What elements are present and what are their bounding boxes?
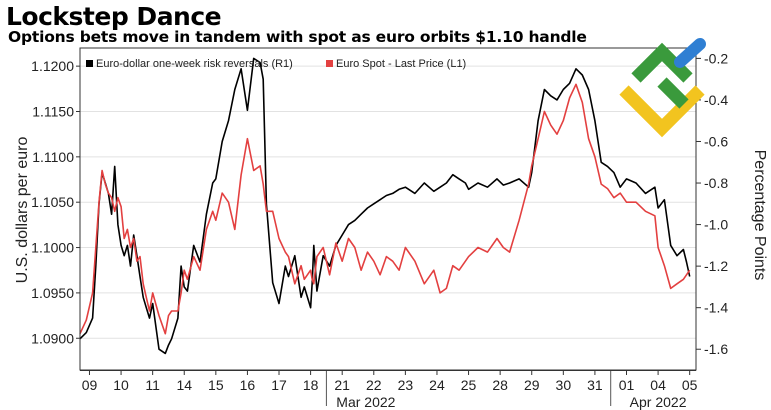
logo-green-bar	[657, 77, 689, 109]
logo-yellow-chevron	[619, 85, 705, 138]
month-label: Mar 2022	[336, 394, 395, 410]
x-tick-label: 28	[492, 377, 508, 393]
legend-label-risk-reversals: Euro-dollar one-week risk reversals (R1)	[96, 58, 293, 70]
chart-title: Lockstep Dance	[6, 2, 222, 31]
x-tick-label: 22	[366, 377, 382, 393]
left-axis-ticks: 1.0900 1.0950 1.1000 1.1050 1.1100 1.1150 1.12…	[31, 58, 80, 346]
legend-label-euro-spot: Euro Spot - Last Price (L1)	[336, 58, 466, 70]
legend: Euro-dollar one-week risk reversals (R1)…	[86, 58, 466, 70]
right-tick-label: -1.0	[704, 217, 728, 233]
y-right-axis-label: Percentage Points	[751, 150, 768, 281]
grid-lines	[80, 65, 696, 339]
legend-swatch-black	[86, 60, 93, 67]
left-tick-label: 1.0950	[31, 285, 74, 301]
logo-blue-stroke	[674, 38, 706, 68]
x-tick-label: 29	[524, 377, 540, 393]
right-axis-ticks: -0.2 -0.4 -0.6 -0.8 -1.0 -1.2 -1.4 -1.6	[696, 50, 728, 357]
left-tick-label: 1.0900	[31, 330, 74, 346]
plot-frame	[79, 47, 697, 371]
left-tick-label: 1.1200	[31, 58, 74, 74]
x-tick-label: 05	[682, 377, 698, 393]
right-tick-label: -0.8	[704, 175, 728, 191]
x-tick-label: 25	[461, 377, 477, 393]
x-tick-label: 14	[176, 377, 192, 393]
risk-reversals-line	[79, 57, 691, 355]
x-tick-label: 11	[145, 377, 160, 393]
right-tick-label: -0.6	[704, 133, 728, 149]
x-tick-label: 23	[398, 377, 414, 393]
series-group	[79, 57, 691, 355]
x-tick-label: 24	[429, 377, 445, 393]
legend-swatch-red	[326, 60, 333, 67]
x-tick-label: 16	[240, 377, 256, 393]
x-tick-label: 18	[303, 377, 319, 393]
x-tick-label: 09	[82, 377, 98, 393]
chart-subtitle: Options bets move in tandem with spot as…	[8, 28, 587, 46]
y-left-axis-label: U.S. dollars per euro	[14, 137, 31, 284]
x-axis-ticks: 09 10 11 14 15 16 17 18 21 22 23 24 25 28 29 30 31 01 04 05…	[82, 370, 698, 410]
x-tick-label: 01	[619, 377, 635, 393]
right-tick-label: -0.2	[704, 50, 728, 66]
x-tick-label: 04	[650, 377, 666, 393]
left-tick-label: 1.1100	[32, 149, 74, 165]
right-tick-label: -0.4	[704, 92, 728, 108]
x-tick-label: 10	[113, 377, 129, 393]
x-tick-label: 17	[271, 377, 287, 393]
logo-green-chevron	[631, 42, 693, 83]
x-tick-label: 21	[334, 377, 350, 393]
x-tick-label: 30	[556, 377, 572, 393]
left-tick-label: 1.1000	[31, 240, 74, 256]
brand-logo	[619, 38, 706, 138]
left-tick-label: 1.1050	[31, 194, 74, 210]
left-tick-label: 1.1150	[32, 103, 74, 119]
right-tick-label: -1.6	[704, 341, 728, 357]
right-tick-label: -1.2	[704, 258, 728, 274]
x-tick-label: 15	[208, 377, 224, 393]
month-label: Apr 2022	[630, 394, 687, 410]
x-tick-label: 31	[587, 377, 603, 393]
x-axis-band	[80, 370, 696, 371]
euro-spot-line	[79, 83, 691, 335]
right-tick-label: -1.4	[704, 300, 728, 316]
